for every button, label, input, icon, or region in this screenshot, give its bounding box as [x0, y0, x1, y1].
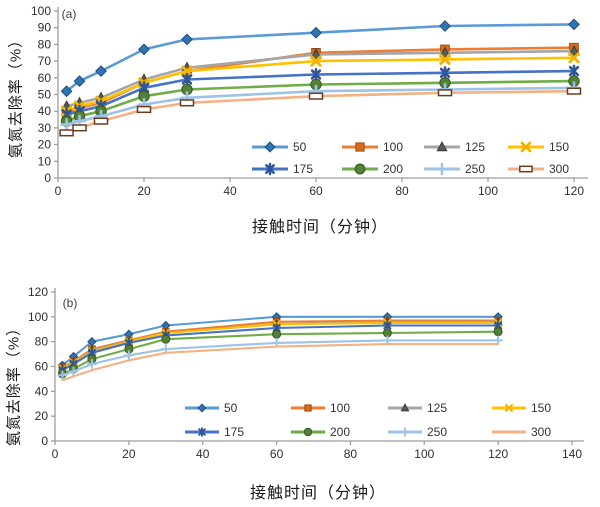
legend-label: 250 — [465, 162, 485, 176]
x-tick-label: 80 — [344, 447, 358, 461]
y-tick-label: 40 — [38, 104, 52, 118]
panel-letter-a: (a) — [61, 7, 77, 21]
y-tick-label: 100 — [31, 4, 51, 18]
y-tick-label: 30 — [38, 121, 52, 135]
legend-item-50: 50 — [252, 140, 307, 154]
legend-label: 50 — [293, 140, 307, 154]
y-tick-label: 70 — [38, 54, 52, 68]
legend-item-250: 250 — [388, 425, 447, 439]
legend-label: 150 — [531, 401, 551, 415]
series-250 — [57, 335, 504, 381]
legend-label: 100 — [330, 401, 350, 415]
y-tick-label: 0 — [41, 434, 48, 448]
y-tick-label: 0 — [44, 171, 51, 185]
y-tick-label: 100 — [28, 310, 48, 324]
panel-letter-b: (b) — [62, 296, 78, 310]
y-tick-label: 20 — [38, 138, 52, 152]
y-tick-label: 40 — [35, 384, 49, 398]
legend-label: 125 — [427, 401, 447, 415]
x-axis-label-a: 接触时间（分钟） — [251, 219, 389, 236]
legend-item-125: 125 — [424, 140, 485, 154]
legend-label: 200 — [383, 162, 403, 176]
axes: 0 10 20 30 40 50 60 70 80 90 100 0 20 40 60 80 100 120 — [31, 4, 588, 198]
x-axis-label-b: 接触时间（分钟） — [249, 485, 387, 502]
y-tick-label: 80 — [38, 37, 52, 51]
x-tick-label: 120 — [564, 184, 584, 198]
legend-item-200: 200 — [291, 425, 350, 439]
y-tick-label: 10 — [38, 154, 52, 168]
legend-item-100: 100 — [291, 401, 350, 415]
x-tick-label: 40 — [223, 184, 237, 198]
legend-label: 100 — [383, 140, 403, 154]
legend-label: 300 — [531, 425, 551, 439]
legend-label: 175 — [224, 425, 244, 439]
y-tick-label: 60 — [38, 71, 52, 85]
legend-item-50: 50 — [185, 401, 238, 415]
series-300 — [61, 343, 500, 382]
legend: 50 100 125 150 175 200 250 300 — [252, 140, 569, 176]
series-300 — [59, 87, 582, 137]
legend-label: 175 — [293, 162, 313, 176]
legend-item-125: 125 — [388, 401, 447, 415]
x-tick-label: 20 — [137, 184, 151, 198]
legend: 50 100 125 150 175 200 250 300 — [185, 401, 551, 439]
legend-item-300: 300 — [508, 162, 569, 176]
legend-item-200: 200 — [342, 162, 403, 176]
x-tick-label: 40 — [196, 447, 210, 461]
legend-item-150: 150 — [492, 401, 551, 415]
axes: 0 20 40 60 80 100 120 0 20 40 60 80 100 120 140 — [28, 285, 584, 461]
legend-label: 125 — [465, 140, 485, 154]
chart-b-canvas: 0 20 40 60 80 100 120 0 20 40 60 80 100 120 140 50 100 12… — [28, 285, 584, 461]
series-50 — [60, 18, 580, 98]
x-tick-label: 0 — [55, 184, 62, 198]
x-tick-label: 100 — [414, 447, 434, 461]
x-tick-label: 140 — [562, 447, 582, 461]
legend-label: 150 — [549, 140, 569, 154]
x-tick-label: 20 — [122, 447, 136, 461]
legend-item-300: 300 — [492, 425, 551, 439]
y-tick-label: 120 — [28, 285, 48, 299]
y-axis-label-b: 氨氮去除率（%） — [5, 319, 23, 447]
y-tick-label: 20 — [35, 409, 49, 423]
legend-label: 50 — [224, 401, 238, 415]
x-tick-label: 60 — [309, 184, 323, 198]
x-tick-label: 100 — [478, 184, 498, 198]
y-tick-label: 50 — [38, 88, 52, 102]
x-tick-label: 60 — [270, 447, 284, 461]
y-tick-label: 90 — [38, 21, 52, 35]
y-tick-label: 60 — [35, 360, 49, 374]
y-tick-label: 80 — [35, 335, 49, 349]
x-tick-label: 80 — [395, 184, 409, 198]
legend-label: 250 — [427, 425, 447, 439]
y-axis-label-a: 氨氮去除率（%） — [7, 31, 25, 159]
legend-item-100: 100 — [342, 140, 403, 154]
legend-item-250: 250 — [424, 162, 485, 176]
legend-item-175: 175 — [252, 162, 313, 176]
x-tick-label: 0 — [52, 447, 59, 461]
chart-a-canvas: 0 10 20 30 40 50 60 70 80 90 100 0 20 40 60 80 100 120 50 1… — [31, 4, 588, 198]
legend-label: 200 — [330, 425, 350, 439]
legend-item-175: 175 — [185, 425, 244, 439]
legend-item-150: 150 — [508, 140, 569, 154]
legend-label: 300 — [549, 162, 569, 176]
x-tick-label: 120 — [488, 447, 508, 461]
